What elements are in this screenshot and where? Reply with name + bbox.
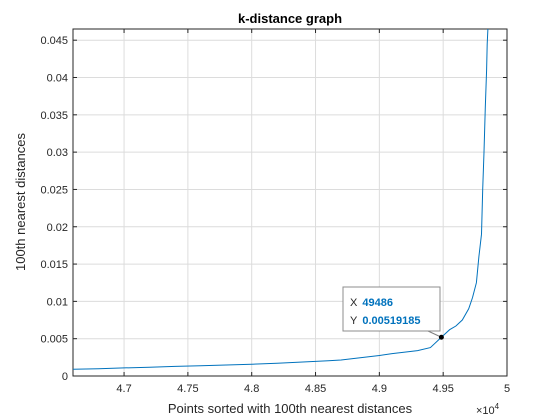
y-axis-label: 100th nearest distances xyxy=(13,132,28,271)
x-tick-label: 4.7 xyxy=(116,383,131,395)
y-tick-label: 0.025 xyxy=(40,184,68,196)
datatip-y-label: Y xyxy=(350,315,358,327)
x-tick-label: 4.75 xyxy=(177,383,198,395)
datatip-marker[interactable] xyxy=(438,334,444,340)
datatip-x-row: X 49486 xyxy=(350,297,393,309)
x-tick-label: 4.95 xyxy=(432,383,453,395)
y-tick-label: 0.045 xyxy=(40,35,68,47)
y-tick-label: 0.01 xyxy=(47,296,68,308)
datatip-x-value: 49486 xyxy=(362,297,393,309)
x-axis-exponent-power: 4 xyxy=(495,402,500,411)
grid-lines xyxy=(73,29,508,376)
plot-area xyxy=(72,28,508,377)
y-tick-label: 0 xyxy=(62,371,68,383)
x-tick-label: 5 xyxy=(504,383,510,395)
y-tick-label: 0.04 xyxy=(47,73,68,85)
x-tick-label: 4.85 xyxy=(305,383,326,395)
x-tick-label: 4.8 xyxy=(244,383,259,395)
x-axis-exponent: ×104 xyxy=(476,402,500,417)
datatip-y-value: 0.00519185 xyxy=(362,315,420,327)
x-axis: 4.7 4.75 4.8 4.85 4.9 4.95 5 xyxy=(116,29,510,395)
series-line xyxy=(72,28,489,370)
x-axis-exponent-base: ×10 xyxy=(476,405,495,417)
series-group xyxy=(72,28,489,370)
y-tick-label: 0.015 xyxy=(40,259,68,271)
datatip-y-row: Y 0.00519185 xyxy=(350,315,420,327)
y-tick-label: 0.005 xyxy=(40,334,68,346)
chart-title: k-distance graph xyxy=(238,11,342,26)
datatip-box[interactable] xyxy=(342,286,441,332)
y-axis: 0 0.005 0.01 0.015 0.02 0.025 0.03 0.035 0.04 0.0… xyxy=(40,35,507,383)
y-tick-label: 0.02 xyxy=(47,222,68,234)
datatip[interactable]: X 49486 Y 0.00519185 xyxy=(342,286,444,340)
y-tick-label: 0.035 xyxy=(40,110,68,122)
x-tick-label: 4.9 xyxy=(372,383,387,395)
datatip-x-label: X xyxy=(350,297,358,309)
y-tick-label: 0.03 xyxy=(47,147,68,159)
x-axis-label: Points sorted with 100th nearest distanc… xyxy=(168,401,413,416)
